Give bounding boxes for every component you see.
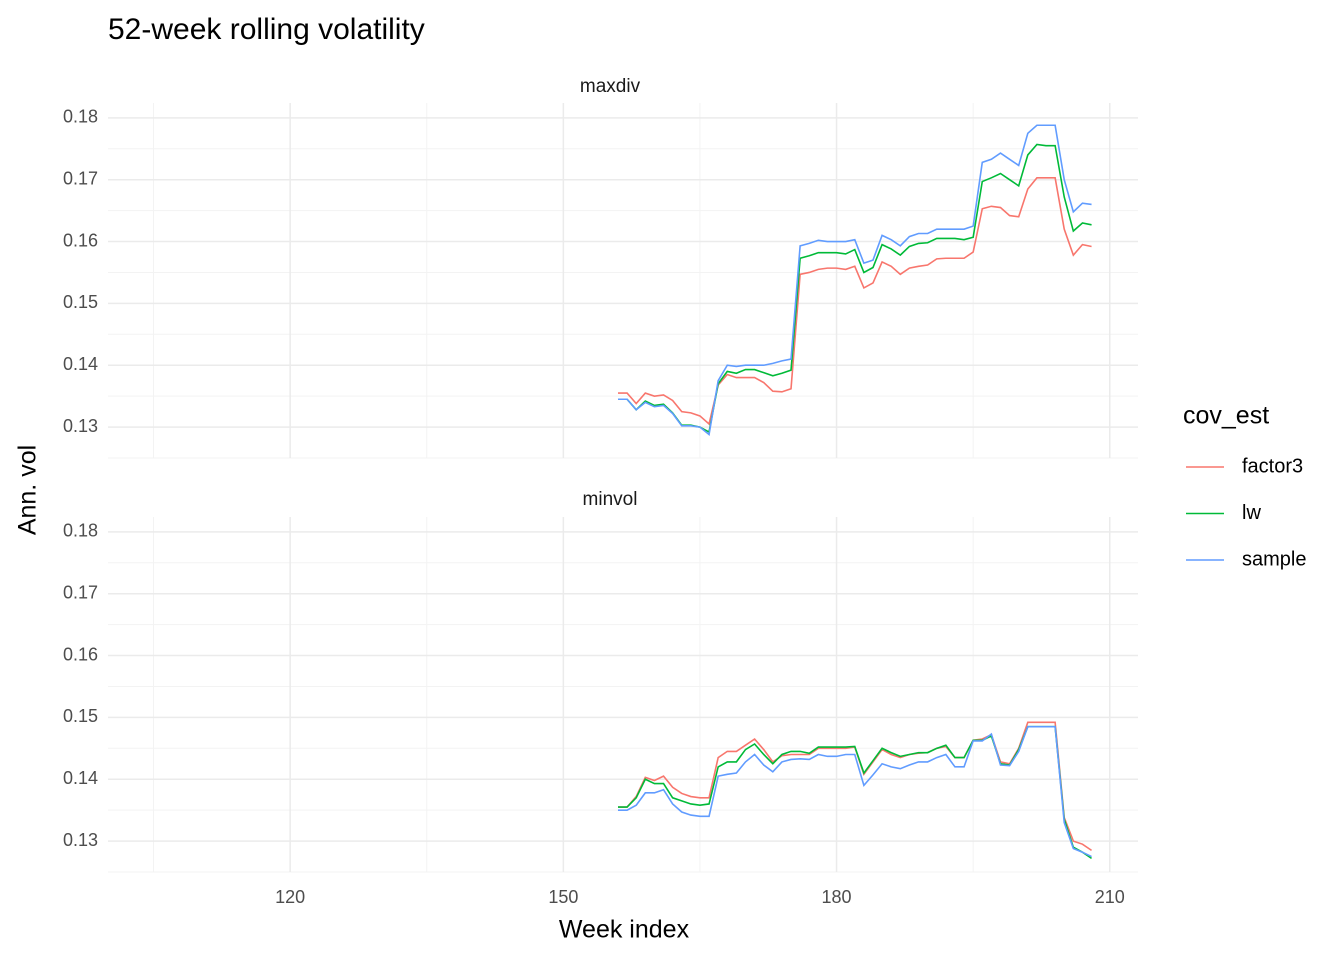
series-line: [617, 721, 1092, 852]
series-line: [617, 725, 1092, 858]
facet-label: minvol: [583, 489, 638, 510]
series-line: [617, 143, 1092, 434]
x-tick-label: 120: [275, 887, 305, 907]
legend-title: cov_est: [1183, 402, 1269, 430]
y-tick-label: 0.15: [63, 706, 98, 726]
y-tick-label: 0.13: [63, 416, 98, 436]
y-tick-label: 0.15: [63, 292, 98, 312]
x-tick-label: 180: [822, 887, 852, 907]
y-axis-title: Ann. vol: [14, 445, 42, 535]
x-tick-label: 150: [548, 887, 578, 907]
y-tick-label: 0.17: [63, 168, 98, 188]
chart-title: 52-week rolling volatility: [108, 13, 425, 46]
legend-label: sample: [1242, 548, 1306, 570]
facet-label: maxdiv: [580, 76, 641, 97]
y-tick-label: 0.14: [63, 354, 98, 374]
series-line: [617, 124, 1092, 436]
y-tick-label: 0.18: [63, 521, 98, 541]
y-tick-label: 0.13: [63, 830, 98, 850]
y-tick-label: 0.16: [63, 230, 98, 250]
y-tick-label: 0.14: [63, 768, 98, 788]
y-tick-label: 0.18: [63, 107, 98, 127]
legend-label: factor3: [1242, 455, 1303, 477]
x-tick-label: 210: [1095, 887, 1125, 907]
series-line: [617, 177, 1092, 426]
y-tick-label: 0.16: [63, 644, 98, 664]
y-tick-label: 0.17: [63, 582, 98, 602]
x-axis-title: Week index: [559, 916, 690, 944]
legend-label: lw: [1242, 502, 1261, 524]
